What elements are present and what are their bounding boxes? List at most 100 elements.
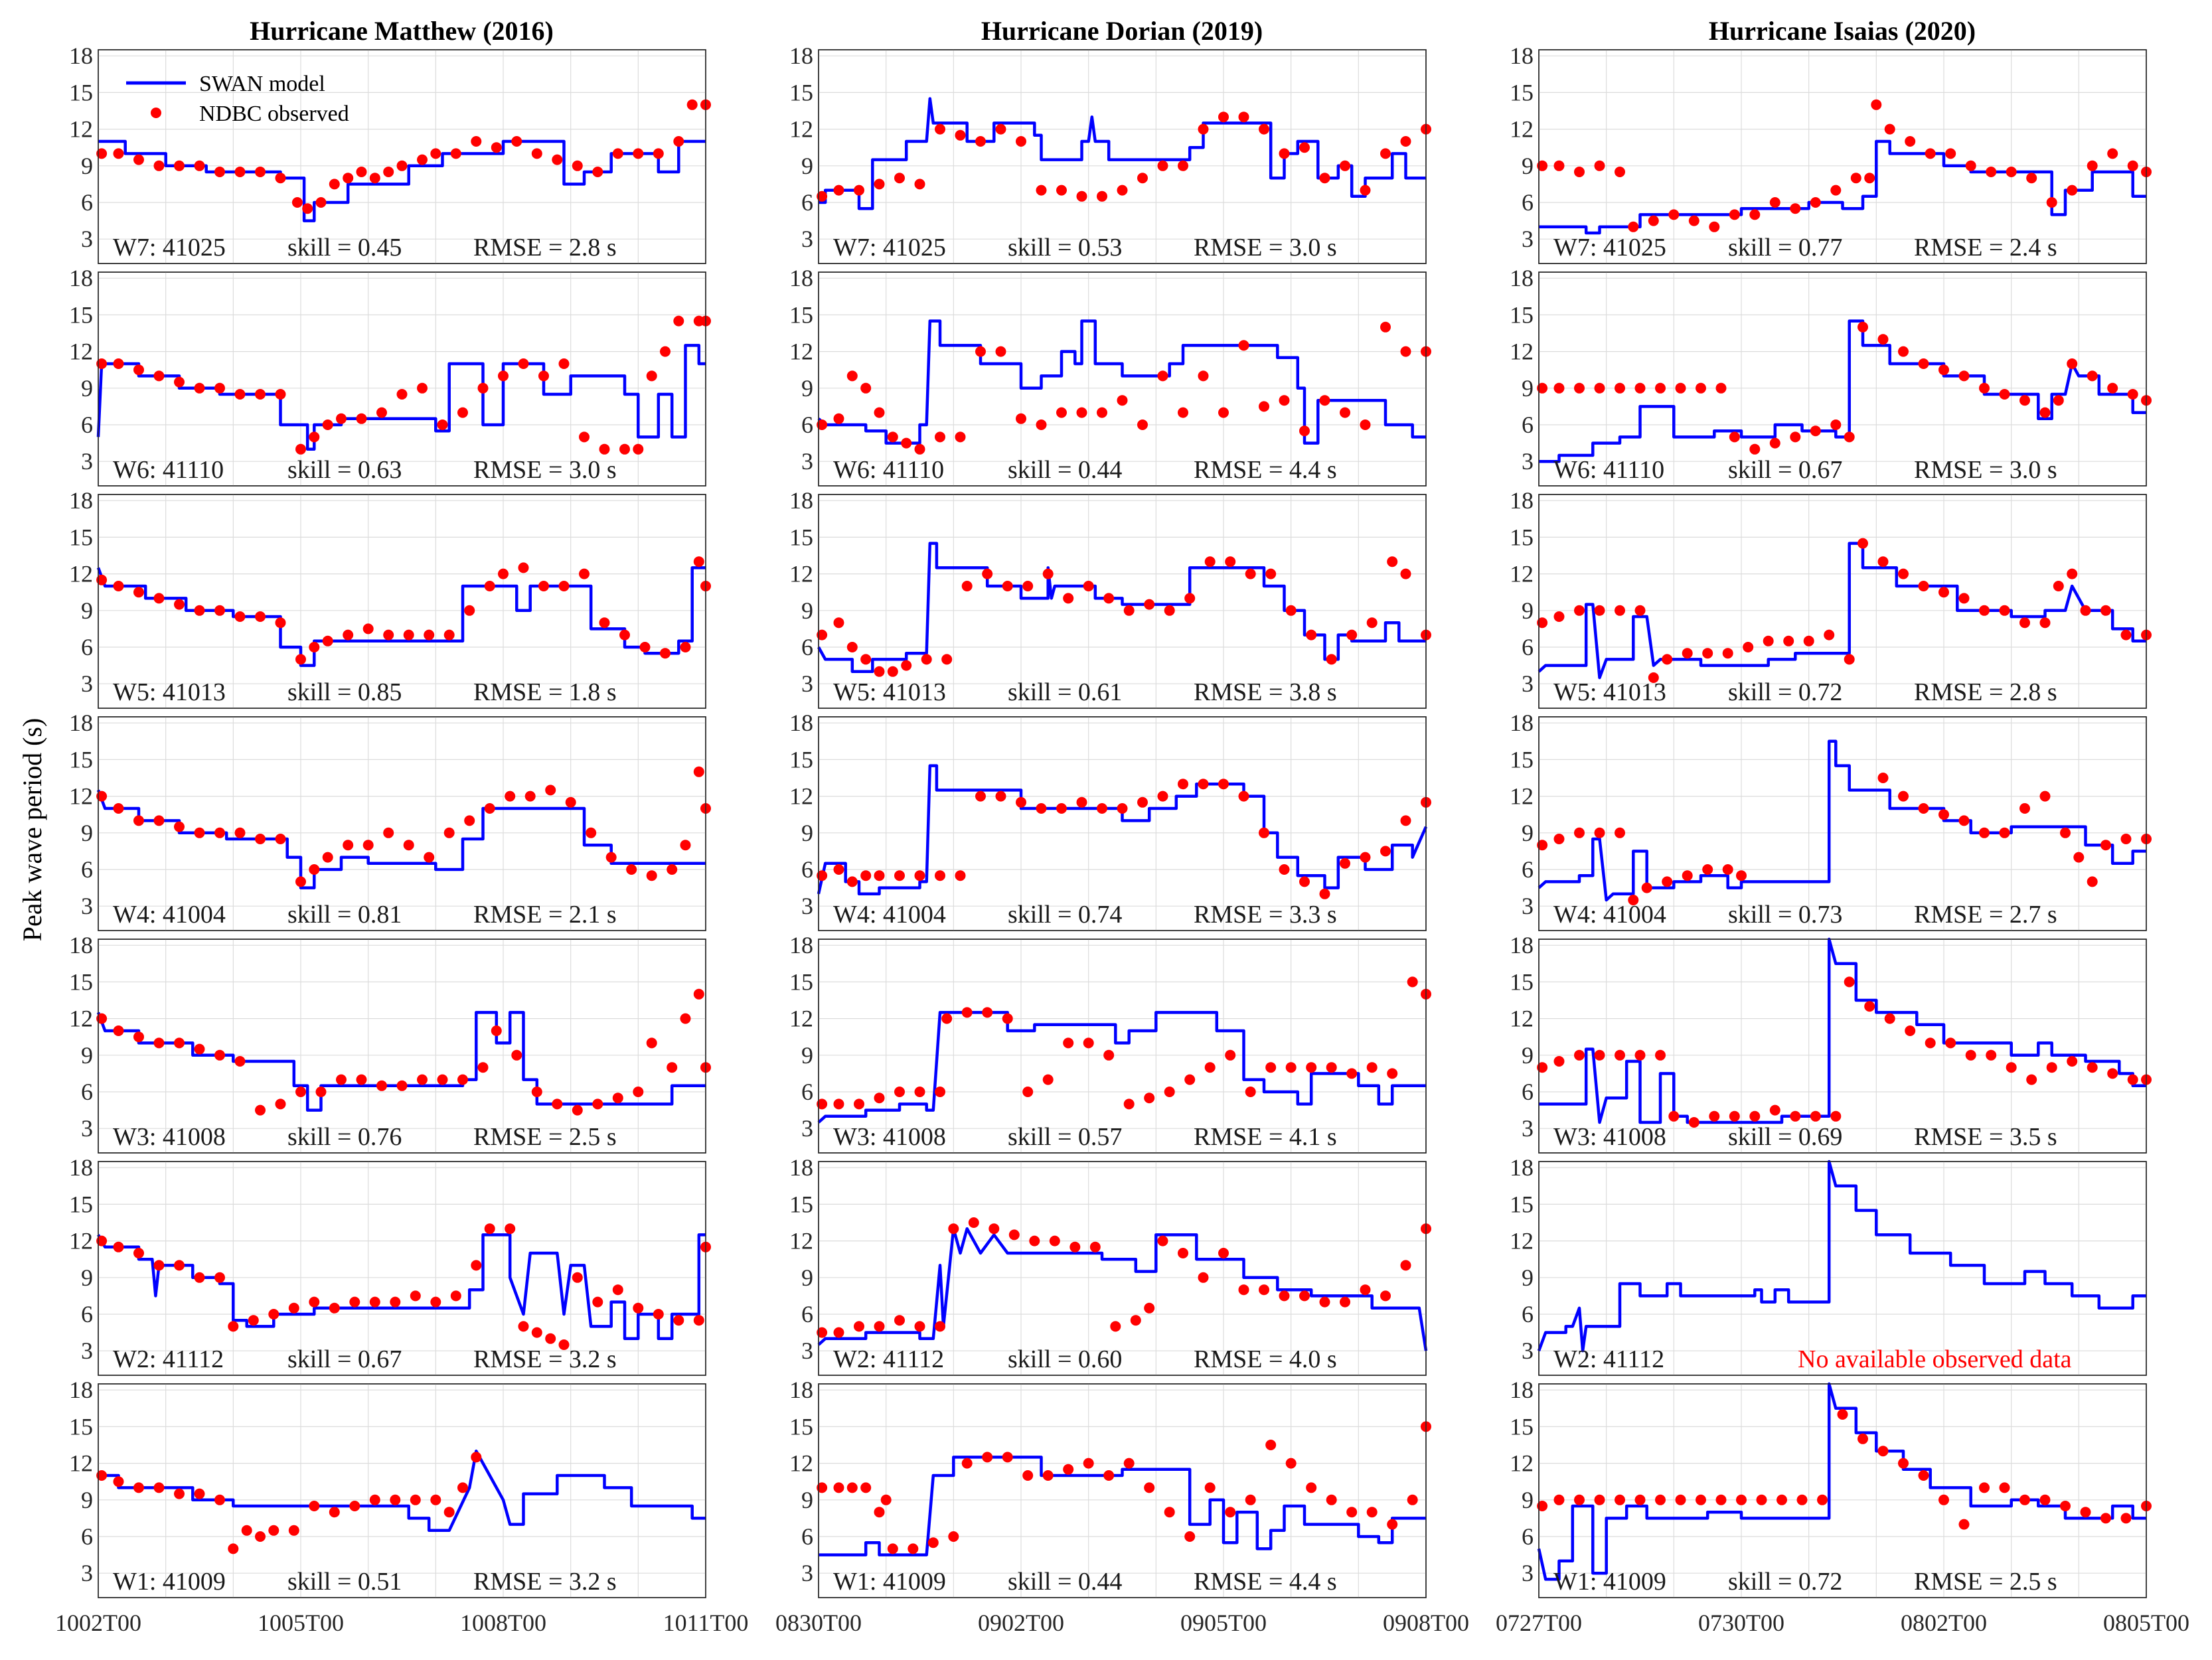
- ndbc-observed-point: [817, 1327, 828, 1338]
- ndbc-observed-point: [1178, 1248, 1188, 1258]
- ndbc-observed-point: [1218, 112, 1229, 123]
- ndbc-observed-point: [633, 148, 644, 159]
- station-label: W3: 41008: [113, 1123, 226, 1151]
- ndbc-observed-point: [2087, 1062, 2098, 1073]
- ndbc-observed-point: [1340, 858, 1350, 869]
- ndbc-observed-point: [1056, 803, 1067, 814]
- y-tick-label: 18: [789, 1377, 813, 1403]
- ndbc-observed-point: [1615, 605, 1625, 616]
- no-data-message: No available observed data: [1798, 1345, 2072, 1373]
- ndbc-observed-point: [1783, 635, 1794, 646]
- panel-1-2: 3 6 9 12 15 18 W5: 41013 skill = 0.61 RMSE = 3.8…: [789, 487, 1431, 709]
- ndbc-observed-point: [1594, 827, 1605, 838]
- y-tick-label: 18: [69, 932, 93, 958]
- y-tick-label: 6: [81, 1301, 93, 1327]
- ndbc-observed-point: [1063, 593, 1074, 604]
- ndbc-observed-point: [1830, 419, 1842, 430]
- panel-border: [98, 716, 706, 931]
- y-tick-label: 18: [69, 1154, 93, 1181]
- ndbc-observed-point: [96, 148, 108, 159]
- ndbc-observed-point: [1083, 581, 1094, 591]
- y-tick-label: 9: [81, 1264, 93, 1291]
- ndbc-observed-point: [2120, 1513, 2132, 1524]
- ndbc-observed-point: [1238, 112, 1249, 123]
- ndbc-observed-point: [927, 1537, 939, 1548]
- ndbc-observed-point: [1628, 895, 1639, 905]
- ndbc-observed-point: [309, 642, 320, 652]
- panel-border: [1538, 494, 2147, 709]
- y-tick-label: 3: [801, 1560, 813, 1586]
- ndbc-observed-point: [592, 167, 603, 177]
- y-tick-label: 9: [81, 1487, 93, 1513]
- ndbc-observed-point: [874, 407, 885, 418]
- ndbc-observed-point: [214, 167, 225, 177]
- swan-model-series: [96, 566, 706, 667]
- ndbc-observed-point: [995, 346, 1006, 357]
- y-tick-label: 15: [69, 79, 93, 106]
- ndbc-observed-point: [572, 160, 583, 171]
- skill-label: skill = 0.72: [1728, 678, 1842, 706]
- ndbc-observed-point: [1682, 648, 1693, 659]
- ndbc-observed-point: [518, 1321, 529, 1332]
- ndbc-observed-point: [914, 179, 925, 190]
- ndbc-observed-point: [1729, 209, 1740, 220]
- ndbc-observed-point: [96, 1235, 108, 1246]
- ndbc-observed-point: [1144, 599, 1155, 610]
- ndbc-observed-point: [315, 197, 327, 208]
- ndbc-observed-point: [1204, 1482, 1216, 1493]
- ndbc-observed-point: [1655, 382, 1666, 394]
- ndbc-observed-point: [1696, 382, 1706, 394]
- ndbc-observed-point: [362, 840, 374, 851]
- ndbc-observed-point: [982, 1007, 993, 1018]
- y-tick-label: 9: [801, 1264, 813, 1291]
- ndbc-observed-point: [491, 1025, 502, 1036]
- ndbc-observed-point: [1157, 791, 1168, 802]
- ndbc-observed-point: [214, 1272, 225, 1283]
- rmse-label: RMSE = 2.5 s: [1914, 1568, 2057, 1596]
- ndbc-observed-point: [194, 605, 205, 616]
- ndbc-observed-point: [833, 617, 844, 629]
- ndbc-observed-point: [255, 167, 266, 177]
- panel-background: [1538, 1161, 2147, 1376]
- ndbc-observed-point: [1925, 148, 1936, 159]
- y-tick-label: 12: [69, 783, 93, 810]
- rmse-label: RMSE = 3.0 s: [1194, 234, 1337, 262]
- ndbc-observed-point: [309, 864, 320, 875]
- ndbc-observed-point: [403, 840, 414, 851]
- ndbc-observed-point: [1306, 1482, 1317, 1493]
- ndbc-observed-point: [1628, 221, 1639, 232]
- ndbc-observed-point: [518, 358, 529, 369]
- skill-label: skill = 0.77: [1728, 234, 1842, 262]
- y-tick-label: 18: [1510, 265, 1534, 291]
- y-tick-label: 15: [69, 301, 93, 328]
- ndbc-observed-point: [153, 370, 165, 382]
- ndbc-observed-point: [1178, 407, 1188, 418]
- ndbc-observed-point: [975, 346, 986, 357]
- y-tick-label: 3: [801, 893, 813, 919]
- ndbc-observed-point: [457, 1482, 468, 1493]
- ndbc-observed-point: [1958, 593, 1970, 604]
- ndbc-observed-point: [437, 419, 448, 430]
- y-tick-label: 3: [801, 1115, 813, 1142]
- ndbc-observed-point: [1157, 1235, 1168, 1246]
- panel-0-3: 3 6 9 12 15 18 W4: 41004 skill = 0.81 RMSE = 2.1…: [69, 710, 711, 931]
- ndbc-observed-point: [1756, 1494, 1767, 1505]
- ndbc-observed-point: [288, 1302, 299, 1314]
- ndbc-observed-point: [1938, 809, 1949, 820]
- ndbc-observed-point: [153, 593, 165, 604]
- ndbc-observed-point: [1594, 160, 1605, 171]
- ndbc-observed-point: [612, 148, 623, 159]
- y-tick-label: 18: [789, 487, 813, 514]
- ndbc-observed-point: [1537, 840, 1548, 851]
- ndbc-observed-point: [1380, 148, 1391, 159]
- y-tick-label: 12: [69, 339, 93, 365]
- y-tick-label: 6: [1522, 634, 1534, 660]
- ndbc-observed-point: [968, 1217, 979, 1228]
- ndbc-observed-point: [457, 407, 468, 418]
- ndbc-observed-point: [2046, 1062, 2057, 1073]
- ndbc-observed-point: [403, 629, 414, 641]
- y-tick-label: 18: [69, 1377, 93, 1403]
- ndbc-observed-point: [174, 1260, 185, 1271]
- ndbc-observed-point: [113, 803, 124, 814]
- y-tick-label: 15: [69, 1191, 93, 1217]
